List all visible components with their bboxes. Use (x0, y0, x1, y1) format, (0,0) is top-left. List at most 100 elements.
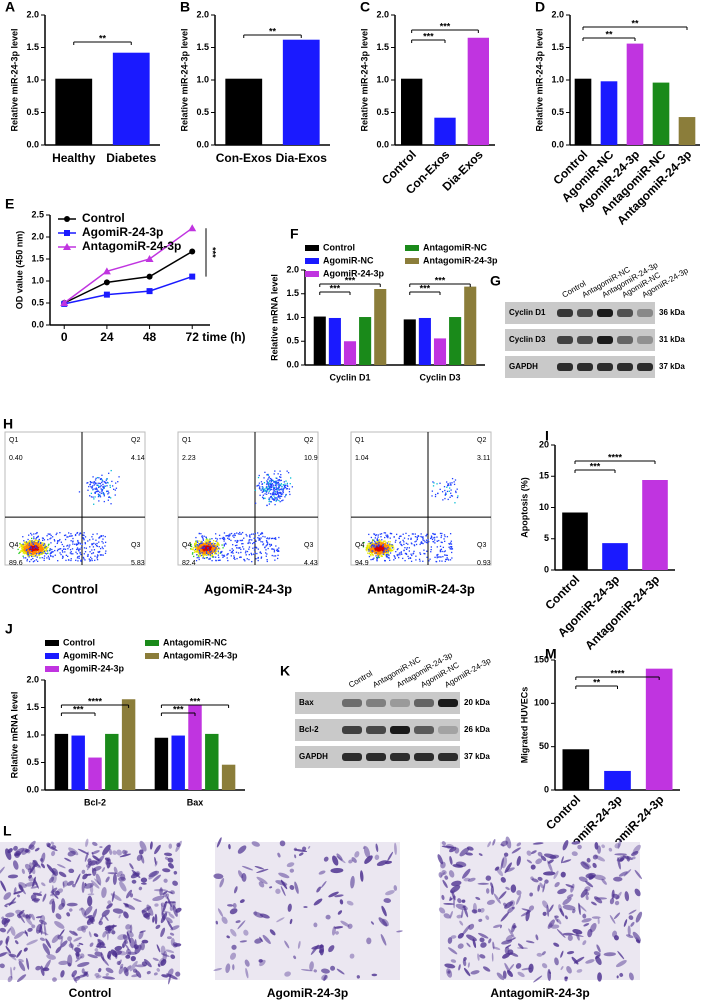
flow-dot (270, 478, 273, 481)
flow-dot (384, 536, 386, 539)
x-tick-label: 24 (100, 330, 114, 344)
flow-dot (403, 537, 406, 539)
flow-dot (19, 544, 21, 546)
flow-dot (379, 553, 381, 555)
flow-dot (24, 546, 27, 548)
flow-dot (366, 547, 368, 550)
flow-dot (47, 538, 49, 541)
flow-dot (442, 546, 444, 549)
flow-dot (405, 552, 407, 555)
flow-dot (80, 553, 82, 556)
cell (289, 885, 295, 890)
y-tick-label: 2.5 (31, 209, 44, 219)
cell (441, 894, 445, 901)
flow-dot (213, 553, 216, 555)
cell (85, 838, 89, 848)
flow-dot (223, 537, 225, 539)
flow-dot (35, 559, 38, 561)
flow-dot (32, 546, 34, 548)
flow-dot (383, 532, 385, 534)
cell (301, 969, 313, 972)
flow-dot (379, 548, 381, 551)
cell (466, 942, 471, 948)
flow-dot (378, 552, 380, 554)
flow-dot (258, 484, 260, 486)
flow-dot (27, 545, 29, 547)
cell (256, 868, 269, 874)
flow-dot (414, 541, 416, 543)
flow-dot (103, 493, 105, 495)
cell (173, 870, 178, 875)
flow-dot (98, 485, 100, 487)
flow-dot (434, 495, 437, 498)
cell (441, 841, 446, 846)
flow-dot (280, 495, 283, 497)
flow-dot (377, 546, 379, 548)
bar (88, 757, 102, 790)
flow-dot (50, 555, 52, 557)
flow-dot (99, 491, 101, 493)
flow-dot (198, 549, 200, 551)
point (189, 248, 196, 255)
flow-dot (441, 532, 443, 535)
cell (32, 876, 36, 888)
flow-dot (276, 490, 279, 492)
flow-dot (22, 548, 24, 550)
flow-dot (389, 532, 392, 535)
cell (127, 951, 137, 955)
flow-dot (413, 550, 415, 553)
flow-dot (102, 554, 104, 556)
flow-dot (26, 553, 28, 555)
flow-dot (277, 487, 280, 489)
flow-dot (115, 482, 117, 484)
flow-dot (450, 540, 452, 542)
flow-dot (372, 554, 374, 557)
cell (447, 937, 453, 944)
bar (562, 512, 588, 570)
flow-dot (415, 540, 417, 542)
cell (478, 932, 489, 939)
cell (226, 904, 234, 907)
flow-dot (381, 541, 384, 543)
flow-dot (67, 536, 69, 538)
flow-dot (380, 555, 383, 557)
flow-dot (47, 544, 50, 546)
flow-dot (451, 477, 454, 480)
flow-dot (276, 482, 279, 484)
cell (376, 860, 388, 867)
flow-dot (201, 541, 203, 543)
flow-dot (419, 552, 421, 554)
cell (347, 923, 353, 929)
cell (43, 923, 47, 937)
flow-dot (42, 550, 44, 553)
flow-dot (372, 550, 374, 552)
flow-dot (198, 546, 200, 548)
flow-dot (45, 549, 48, 552)
cell (161, 974, 169, 978)
flow-dot (254, 552, 256, 554)
cell (623, 919, 628, 927)
flow-dot (391, 549, 393, 551)
cell (40, 914, 46, 922)
flow-dot (26, 543, 28, 545)
flow-dot (260, 481, 263, 483)
flow-dot (203, 545, 205, 548)
flow-dot (419, 560, 421, 562)
point (146, 273, 153, 280)
flow-dot (276, 477, 278, 480)
flow-dot (431, 536, 433, 538)
flow-dot (209, 557, 211, 559)
cell (15, 940, 19, 945)
cell (50, 841, 55, 845)
flow-dot (207, 553, 210, 555)
flow-dot (232, 535, 234, 537)
flow-dot (386, 549, 389, 552)
flow-dot (237, 547, 239, 549)
size-label: 31 kDa (659, 335, 685, 344)
flow-dot (403, 541, 405, 543)
flow-dot (35, 541, 37, 544)
flow-dot (371, 541, 373, 544)
flow-dot (284, 486, 287, 489)
flow-dot (56, 550, 59, 552)
flow-dot (29, 546, 32, 548)
